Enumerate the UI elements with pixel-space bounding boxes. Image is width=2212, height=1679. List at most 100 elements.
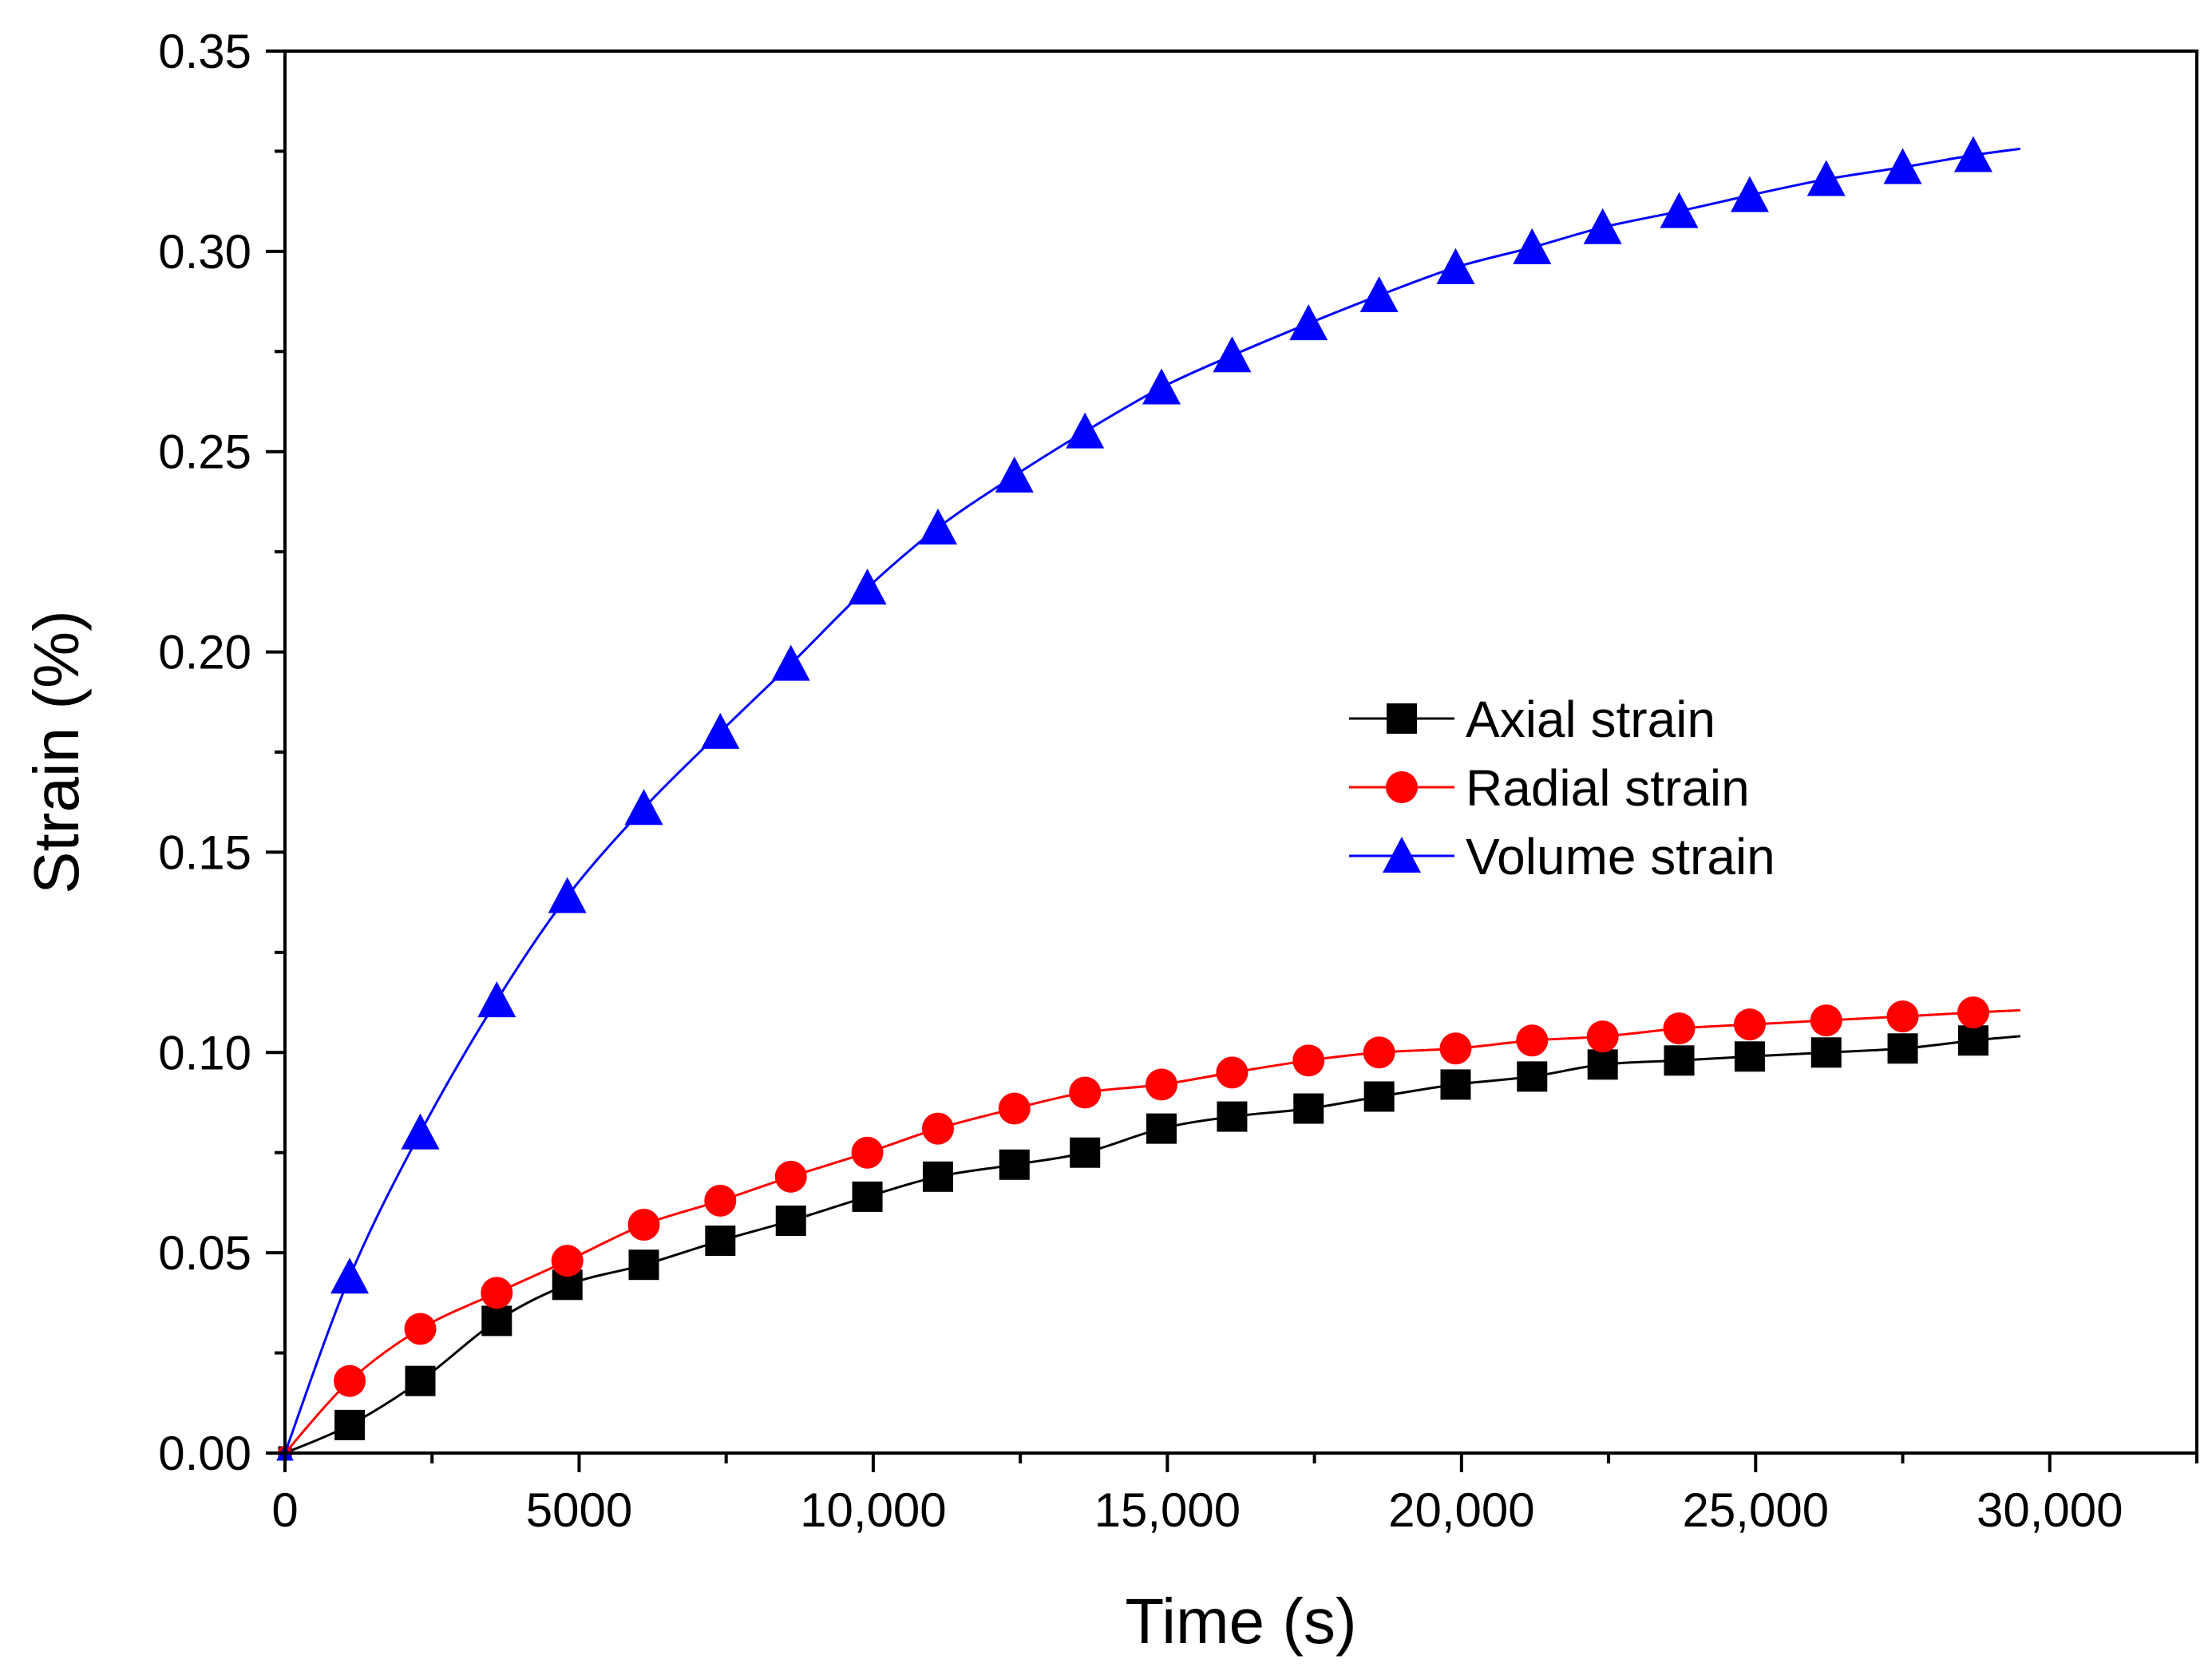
y-tick-label: 0.25 <box>158 426 251 479</box>
data-point <box>1146 1068 1178 1101</box>
x-tick-label: 15,000 <box>1094 1483 1241 1537</box>
data-point <box>848 568 887 605</box>
data-point <box>1730 176 1769 212</box>
data-point <box>481 1277 513 1309</box>
data-point <box>1957 1025 1988 1056</box>
data-point <box>624 789 663 826</box>
data-point <box>1292 1044 1325 1077</box>
data-point <box>1663 1012 1696 1045</box>
data-point <box>775 1206 806 1237</box>
data-point <box>1142 368 1181 405</box>
data-point <box>921 1112 954 1145</box>
data-point <box>705 1226 736 1257</box>
data-point <box>1146 1113 1177 1144</box>
legend-marker <box>1386 771 1418 803</box>
data-point <box>401 1113 440 1150</box>
data-point <box>1070 1137 1101 1168</box>
x-tick-label: 0 <box>271 1483 298 1537</box>
x-tick-label: 20,000 <box>1388 1483 1535 1537</box>
data-point <box>404 1313 437 1345</box>
x-axis-title: Time (s) <box>1125 1586 1356 1657</box>
plot-frame <box>283 49 2198 1455</box>
data-point <box>1363 1081 1395 1112</box>
data-point <box>627 1209 660 1241</box>
y-tick-label: 0.00 <box>158 1427 251 1480</box>
legend-item-volume-strain: Volume strain <box>1349 828 1775 885</box>
data-point <box>1213 336 1252 373</box>
data-point <box>1516 1024 1549 1057</box>
data-point <box>771 644 810 681</box>
series-layer <box>276 136 2021 1461</box>
series-line <box>283 147 2021 1454</box>
data-point <box>1953 136 1992 172</box>
y-axis-title: Strain (%) <box>21 610 92 894</box>
y-tick-label: 0.35 <box>158 25 251 78</box>
data-point <box>995 456 1034 493</box>
data-point <box>1359 276 1399 313</box>
data-point <box>1883 148 1922 184</box>
data-point <box>918 509 957 545</box>
x-tick-label: 30,000 <box>1977 1483 2123 1537</box>
data-point <box>481 1305 512 1336</box>
data-point <box>1440 1069 1471 1100</box>
legend-marker <box>1383 837 1421 873</box>
legend-item-axial-strain: Axial strain <box>1349 691 1715 748</box>
data-point <box>774 1160 807 1193</box>
data-point <box>1660 192 1699 228</box>
data-point <box>334 1364 366 1397</box>
y-tick-label: 0.10 <box>158 1026 251 1079</box>
data-point <box>1293 1093 1324 1124</box>
data-point <box>922 1161 953 1192</box>
data-point <box>1289 304 1328 341</box>
data-point <box>1216 1056 1248 1089</box>
y-tick-label: 0.20 <box>158 626 251 679</box>
data-point <box>851 1136 884 1169</box>
data-point <box>477 981 516 1018</box>
axes-layer: 0.00 0.05 0.10 0.15 0.20 0.25 0.30 0.35 0 5000 10,… <box>21 25 2198 1657</box>
y-tick-label: 0.05 <box>158 1226 251 1280</box>
x-tick-label: 5000 <box>526 1483 632 1537</box>
data-point <box>1069 1076 1102 1109</box>
data-point <box>1436 247 1475 284</box>
legend: Axial strain Radial strain Volume strain <box>1349 691 1775 885</box>
data-point <box>1587 1049 1618 1080</box>
data-point <box>548 877 587 913</box>
data-point <box>1363 1036 1395 1069</box>
y-tick-label: 0.30 <box>158 225 251 279</box>
data-point <box>1806 160 1846 196</box>
data-point <box>1810 1037 1842 1068</box>
legend-label: Volume strain <box>1466 828 1775 885</box>
data-point <box>330 1257 370 1294</box>
data-point <box>628 1249 659 1281</box>
series-line <box>284 1035 2021 1455</box>
data-point <box>1439 1032 1472 1065</box>
data-point <box>551 1245 584 1277</box>
data-point <box>1217 1101 1248 1132</box>
data-point <box>1887 1033 1918 1064</box>
data-point <box>701 712 740 749</box>
x-tick-label: 10,000 <box>800 1483 947 1537</box>
data-point <box>1517 1061 1548 1092</box>
legend-item-radial-strain: Radial strain <box>1349 759 1750 817</box>
data-point <box>704 1184 737 1217</box>
data-point <box>405 1365 436 1396</box>
data-point <box>1734 1041 1765 1072</box>
data-point <box>1810 1004 1842 1037</box>
series-radial-strain <box>278 996 2020 1460</box>
series-volume-strain <box>276 136 2021 1461</box>
data-point <box>1733 1008 1766 1041</box>
data-point <box>1664 1045 1695 1076</box>
data-point <box>998 1092 1031 1125</box>
x-tick-label: 25,000 <box>1683 1483 1830 1537</box>
data-point <box>1583 208 1622 244</box>
legend-marker <box>1387 703 1417 734</box>
data-point <box>1957 996 1989 1029</box>
legend-label: Radial strain <box>1466 759 1750 817</box>
data-point <box>1513 228 1552 264</box>
data-point <box>1886 1000 1919 1033</box>
data-point <box>852 1181 883 1212</box>
data-point <box>999 1149 1030 1180</box>
data-point <box>1586 1020 1619 1053</box>
data-point <box>1066 412 1105 449</box>
